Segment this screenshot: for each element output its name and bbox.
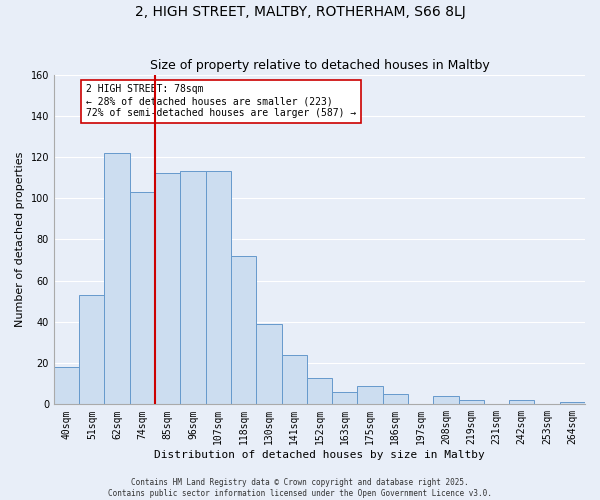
Bar <box>509 400 535 404</box>
Bar <box>458 400 484 404</box>
Bar <box>181 172 206 404</box>
Text: 2, HIGH STREET, MALTBY, ROTHERHAM, S66 8LJ: 2, HIGH STREET, MALTBY, ROTHERHAM, S66 8… <box>134 5 466 19</box>
Bar <box>383 394 408 404</box>
X-axis label: Distribution of detached houses by size in Maltby: Distribution of detached houses by size … <box>154 450 485 460</box>
Text: Contains HM Land Registry data © Crown copyright and database right 2025.
Contai: Contains HM Land Registry data © Crown c… <box>108 478 492 498</box>
Bar <box>155 174 181 404</box>
Title: Size of property relative to detached houses in Maltby: Size of property relative to detached ho… <box>149 59 490 72</box>
Bar <box>307 378 332 404</box>
Bar <box>256 324 281 404</box>
Bar <box>332 392 358 404</box>
Bar <box>79 295 104 405</box>
Bar <box>560 402 585 404</box>
Y-axis label: Number of detached properties: Number of detached properties <box>15 152 25 327</box>
Bar <box>54 367 79 405</box>
Bar <box>231 256 256 404</box>
Text: 2 HIGH STREET: 78sqm
← 28% of detached houses are smaller (223)
72% of semi-deta: 2 HIGH STREET: 78sqm ← 28% of detached h… <box>86 84 356 117</box>
Bar <box>130 192 155 404</box>
Bar <box>206 172 231 404</box>
Bar <box>433 396 458 404</box>
Bar <box>104 153 130 405</box>
Bar <box>358 386 383 404</box>
Bar <box>281 355 307 405</box>
